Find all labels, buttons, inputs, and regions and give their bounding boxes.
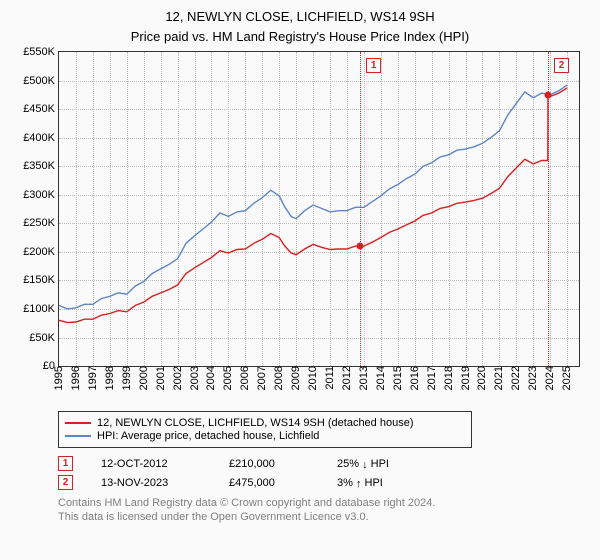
y-tick-label: £250K <box>23 217 59 229</box>
license-text: Contains HM Land Registry data © Crown c… <box>58 496 590 525</box>
x-tick-label: 2017 <box>426 366 438 394</box>
x-tick-label: 2016 <box>409 366 421 394</box>
y-tick-label: £450K <box>23 103 59 115</box>
series-hpi <box>59 85 567 309</box>
x-tick-label: 2005 <box>222 366 234 394</box>
x-tick-label: 2014 <box>375 366 387 394</box>
x-tick-label: 2007 <box>256 366 268 394</box>
y-tick-label: £500K <box>23 75 59 87</box>
x-tick-label: 2000 <box>138 366 150 394</box>
x-tick-label: 2024 <box>544 366 556 394</box>
x-tick-label: 1999 <box>121 366 133 394</box>
y-tick-label: £200K <box>23 246 59 258</box>
legend-row: HPI: Average price, detached house, Lich… <box>65 430 465 442</box>
y-tick-label: £550K <box>23 46 59 58</box>
legend-row: 12, NEWLYN CLOSE, LICHFIELD, WS14 9SH (d… <box>65 417 465 429</box>
chart-area: £0£50K£100K£150K£200K£250K£300K£350K£400… <box>58 51 590 367</box>
price-point <box>545 91 552 98</box>
x-tick-label: 2006 <box>239 366 251 394</box>
x-tick-label: 1996 <box>70 366 82 394</box>
x-tick-label: 2003 <box>189 366 201 394</box>
y-tick-label: £350K <box>23 160 59 172</box>
y-tick-label: £100K <box>23 303 59 315</box>
x-tick-label: 2002 <box>172 366 184 394</box>
x-tick-label: 2020 <box>476 366 488 394</box>
price-point <box>357 243 364 250</box>
x-tick-label: 2015 <box>392 366 404 394</box>
x-tick-label: 1998 <box>104 366 116 394</box>
annotation-marker: 1 <box>366 58 381 73</box>
title-line-1: 12, NEWLYN CLOSE, LICHFIELD, WS14 9SH <box>10 8 590 26</box>
legend: 12, NEWLYN CLOSE, LICHFIELD, WS14 9SH (d… <box>58 411 472 448</box>
chart-title: 12, NEWLYN CLOSE, LICHFIELD, WS14 9SH Pr… <box>10 8 590 45</box>
x-tick-label: 2022 <box>510 366 522 394</box>
x-tick-label: 2009 <box>290 366 302 394</box>
annotation-row: 112-OCT-2012£210,00025% ↓ HPI <box>58 456 590 471</box>
y-tick-label: £150K <box>23 274 59 286</box>
x-tick-label: 2008 <box>273 366 285 394</box>
y-tick-label: £300K <box>23 189 59 201</box>
title-line-2: Price paid vs. HM Land Registry's House … <box>10 28 590 46</box>
y-tick-label: £400K <box>23 132 59 144</box>
annotation-row: 213-NOV-2023£475,0003% ↑ HPI <box>58 475 590 490</box>
x-tick-label: 2013 <box>358 366 370 394</box>
x-tick-label: 2021 <box>493 366 505 394</box>
y-tick-label: £50K <box>29 332 59 344</box>
x-tick-label: 2010 <box>307 366 319 394</box>
x-tick-label: 2001 <box>155 366 167 394</box>
x-tick-label: 2023 <box>527 366 539 394</box>
x-tick-label: 2004 <box>205 366 217 394</box>
annotation-table: 112-OCT-2012£210,00025% ↓ HPI 213-NOV-202… <box>58 456 590 490</box>
x-tick-label: 1995 <box>53 366 65 394</box>
annotation-marker: 2 <box>554 58 569 73</box>
x-tick-label: 2018 <box>443 366 455 394</box>
x-tick-label: 2012 <box>341 366 353 394</box>
x-tick-label: 2011 <box>324 366 336 394</box>
x-tick-label: 1997 <box>87 366 99 394</box>
x-tick-label: 2025 <box>561 366 573 394</box>
x-tick-label: 2019 <box>460 366 472 394</box>
